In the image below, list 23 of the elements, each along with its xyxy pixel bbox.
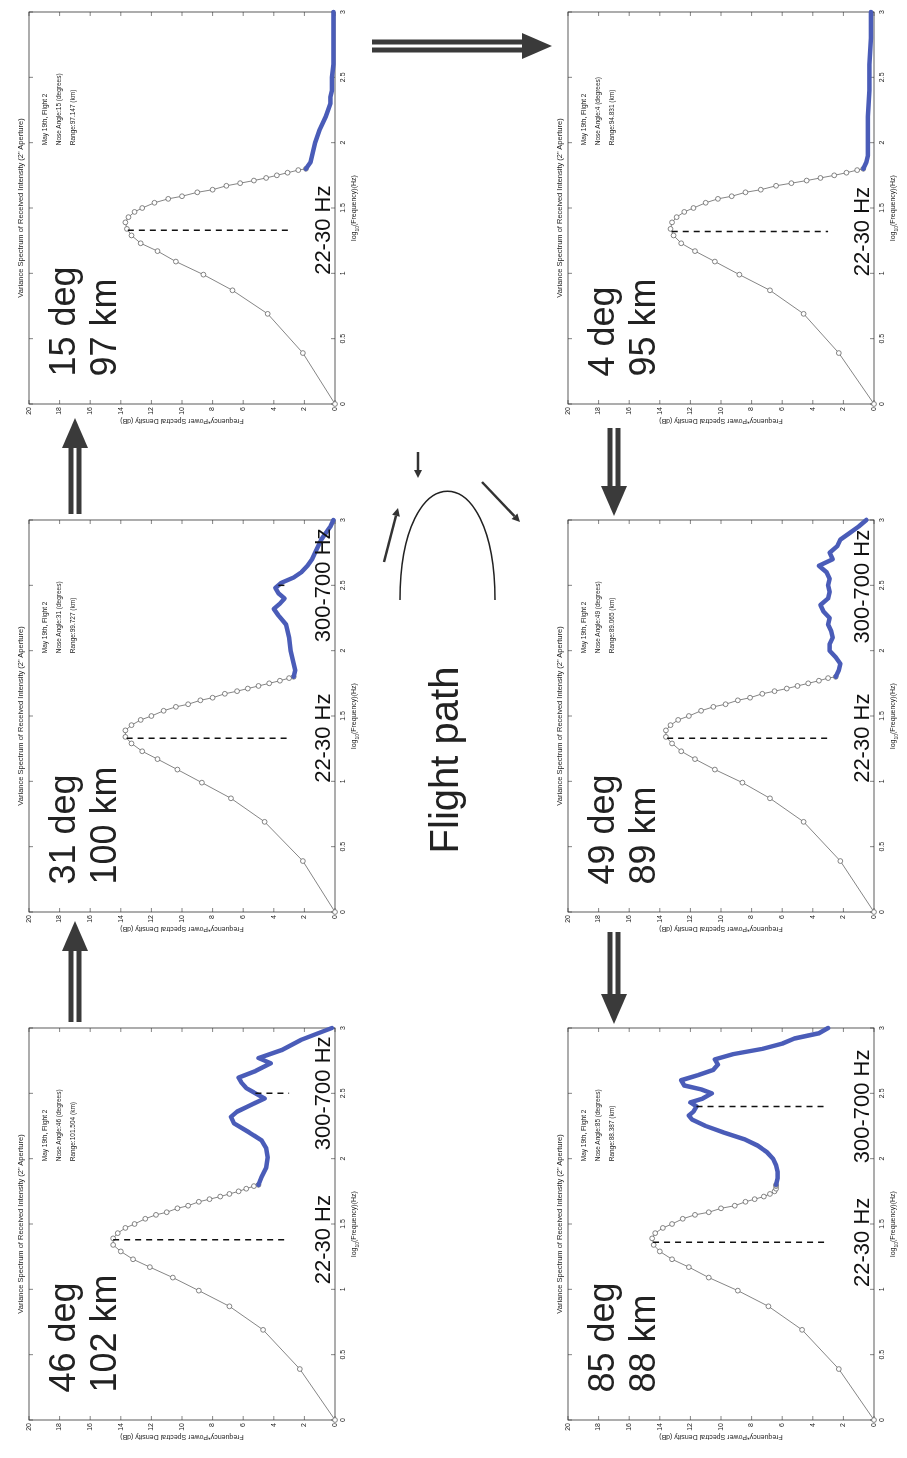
ref-line-label: 22-30 Hz [849,186,875,277]
ref-line-label: 22-30 Hz [310,1195,336,1285]
annotation: 300-700 Hz [849,529,875,644]
annotation: 31 deg [41,774,83,885]
annotation: 85 deg [580,1282,622,1393]
annotation: 95 km [622,278,664,377]
annotation: 88 km [622,1294,664,1393]
annotation: 97 km [83,278,125,377]
annotation: 100 km [83,766,125,885]
annotation: 89 km [622,786,664,885]
ref-line-label: 300-700 Hz [849,1049,875,1164]
ref-line-label: 300-700 Hz [310,1036,336,1151]
annotation: 15 deg [41,266,83,377]
ref-line-label: 22-30 Hz [310,185,336,275]
annotation: 46 deg [41,1282,83,1393]
annotation: 102 km [83,1274,125,1393]
ref-line-label: 22-30 Hz [849,1197,875,1287]
text: Flight path [422,666,466,854]
ref-line-label: 22-30 Hz [310,693,336,783]
ref-line-label: 22-30 Hz [849,693,875,783]
annotation: 4 deg [580,286,622,377]
ref-line-label: 300-700 Hz [310,528,336,643]
annotation: 49 deg [580,774,622,885]
